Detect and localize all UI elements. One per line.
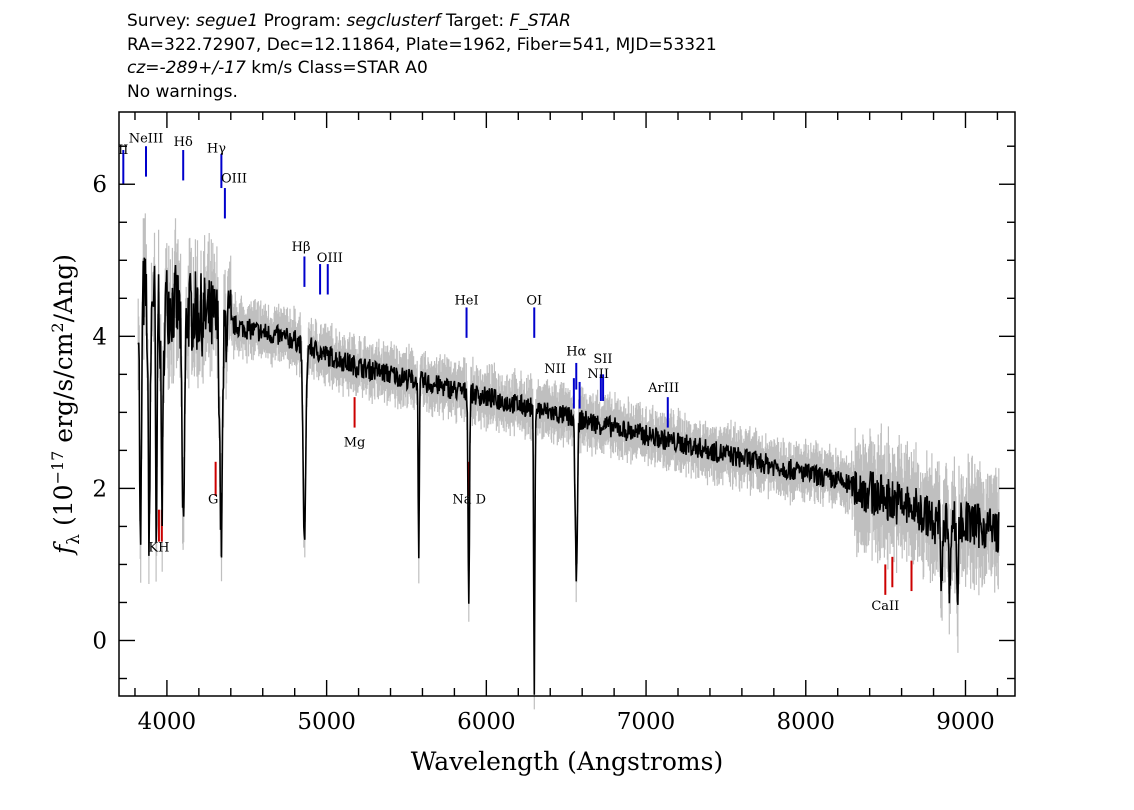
x-tick-label-6000: 6000 <box>457 709 516 735</box>
plot-frame <box>118 111 1016 697</box>
y-tick-label-4: 4 <box>92 324 107 350</box>
x-tick-label-4000: 4000 <box>138 709 197 735</box>
ylabel-open: (10 <box>49 484 78 534</box>
line-label-15: NII <box>544 362 566 377</box>
spectrum-header: Survey: segue1 Program: segclusterf Targ… <box>127 10 1027 104</box>
cz-value: -289+/-17 <box>159 58 246 78</box>
y-tick-label-6: 6 <box>92 172 107 198</box>
line-label-16: Hα <box>566 344 586 359</box>
header-survey-line: Survey: segue1 Program: segclusterf Targ… <box>127 10 1027 34</box>
line-label-4: OIII <box>221 172 247 187</box>
line-label-12: HeI <box>454 293 478 308</box>
line-label-1: NeIII <box>129 131 163 146</box>
x-axis-label: Wavelength (Angstroms) <box>411 747 723 776</box>
line-label-8: Mg <box>344 436 366 451</box>
ylabel-sub: λ <box>64 534 84 545</box>
line-label-5: Hβ <box>292 240 311 255</box>
line-label-10: KH <box>148 541 169 556</box>
survey-value: segue1 <box>196 11 259 31</box>
cz-label: cz= <box>127 58 160 78</box>
line-label-2: Hδ <box>174 135 193 150</box>
ylabel-exp: −17 <box>48 451 67 485</box>
class-text: km/s Class=STAR A0 <box>245 58 428 78</box>
line-label-19: NII <box>587 367 609 382</box>
line-label-18: SII <box>593 352 612 367</box>
header-redshift-line: cz=-289+/-17 km/s Class=STAR A0 <box>127 57 1027 81</box>
flux-line <box>137 257 1000 695</box>
y-tick-label-2: 2 <box>92 476 107 502</box>
x-tick-label-5000: 5000 <box>297 709 356 735</box>
y-axis-label: fλ (10−17 erg/s/cm2/Ang) <box>48 254 84 556</box>
line-label-9: G <box>208 493 218 508</box>
ylabel-exp2: 2 <box>48 322 67 332</box>
line-label-3: Hγ <box>207 141 226 156</box>
target-value: F_STAR <box>509 11 571 31</box>
ylabel-close: /Ang) <box>49 254 78 322</box>
line-label-6: OIII <box>317 251 343 266</box>
ylabel-mid: erg/s/cm <box>49 332 78 450</box>
ylabel-f: f <box>49 541 78 556</box>
program-value: segclusterf <box>346 11 441 31</box>
line-label-0: II <box>118 143 128 158</box>
survey-label: Survey: <box>127 11 191 31</box>
x-tick-label-7000: 7000 <box>617 709 676 735</box>
x-tick-label-9000: 9000 <box>936 709 995 735</box>
flux-spectrum <box>137 257 1000 695</box>
line-label-14: OI <box>526 293 542 308</box>
program-label: Program: <box>263 11 342 31</box>
line-label-20: ArIII <box>647 381 679 396</box>
axis-ticks: 4000 5000 6000 7000 8000 9000 0 2 4 6 <box>92 112 1015 735</box>
y-tick-label-0: 0 <box>92 628 107 654</box>
line-label-21: CaII <box>871 599 899 614</box>
header-coordinates-line: RA=322.72907, Dec=12.11864, Plate=1962, … <box>127 34 717 55</box>
target-label: Target: <box>445 11 505 31</box>
error-band-strokes <box>137 213 1000 710</box>
x-tick-label-8000: 8000 <box>777 709 836 735</box>
header-warnings-line: No warnings. <box>127 81 238 102</box>
error-band <box>137 213 1000 710</box>
